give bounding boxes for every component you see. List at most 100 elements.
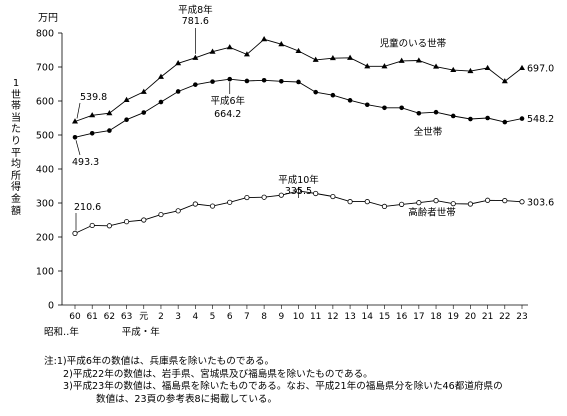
x-tick-label: 62 [104,312,115,322]
x-tick-label: 8 [261,312,267,322]
y-unit-label: 万円 [38,13,58,24]
series-point [279,78,284,84]
annotation-value: 697.0 [527,64,554,75]
x-tick-label: 21 [482,312,493,322]
series-point [278,41,285,47]
annotation-value: 548.2 [527,114,554,125]
series-point [313,190,319,197]
x-tick-label: 元 [139,312,148,322]
x-tick-label: 22 [499,312,510,322]
series-point [226,44,233,50]
y-tick-label: 800 [36,29,54,40]
series-point [261,77,267,83]
series-point [244,194,250,201]
series-point [243,51,250,57]
series-point [329,54,336,61]
series-point [261,194,267,200]
series-point [141,217,147,223]
series-point [227,76,233,82]
series-point [485,197,491,203]
y-tick-label: 700 [36,63,54,74]
annotation-value: 210.6 [74,202,101,213]
x-tick-label: 7 [244,312,250,322]
series-point [364,199,370,205]
y-tick-label: 300 [36,199,54,210]
series-point [123,96,130,102]
series-point [175,60,182,66]
x-tick-label: 19 [448,312,460,322]
series-point [192,54,199,60]
series-point [278,192,284,198]
x-tick-label: 11 [310,312,321,322]
series-point [313,89,318,95]
series-point [415,57,422,63]
annotation-year: 平成6年 [210,95,245,107]
series-point [381,63,388,69]
series-point [89,131,95,136]
x-tick-label: 17 [413,312,424,322]
series-point [519,199,525,205]
series-point [347,54,354,60]
series-line [74,78,523,138]
series-point [502,119,508,125]
series-point [123,219,130,225]
series-point [485,115,490,121]
series-name-label: 全世帯 [414,126,443,138]
x-tick-label: 60 [69,312,81,322]
series-point [175,89,181,94]
series-point [175,208,181,214]
chart-series [72,36,525,236]
series-point [330,193,336,200]
footnote-3: 3)平成23年の数値は、福島県を除いたものである。なお、平成21年の福島県分を除… [63,381,503,393]
series-point [382,105,387,111]
series-name-label: 児童のいる世帯 [380,38,447,50]
x-tick-label: 23 [516,312,527,322]
series-point [72,134,78,140]
x-tick-label: 61 [86,312,97,322]
series-point [416,200,422,206]
series-point [347,98,353,103]
y-tick-label: 600 [36,97,54,108]
series-point [450,66,457,73]
series-point [209,203,216,209]
series-point [296,79,301,85]
series-point [433,109,439,115]
annotation-leader [76,102,81,119]
series-point [244,78,250,84]
series-point [89,112,96,118]
series-point [399,201,405,207]
x-tick-label: 2 [158,312,164,322]
series-point [381,203,388,209]
x-tick-label: 5 [210,312,216,322]
series-point [467,67,474,74]
series-point [330,92,336,98]
series-point [192,201,198,207]
series-point [157,73,164,79]
series-point [227,199,233,205]
annotation-value: 664.2 [214,109,241,120]
annotation-year: 平成10年 [278,174,319,186]
series-point [106,110,113,116]
series-point [210,79,215,84]
series-point [433,63,440,69]
x-tick-label: 3 [175,312,181,322]
series-point [72,230,78,236]
series-point [450,201,456,207]
series-point [416,110,422,116]
y-tick-label: 400 [36,165,54,176]
x-tick-label: 13 [344,312,355,322]
footnote-1: 注:1)平成6年の数値は、兵庫県を除いたものである。 [44,356,275,367]
x-tick-label: 14 [362,312,374,322]
x-tick-label: 6 [227,312,233,322]
series-point [312,56,319,62]
y-tick-label: 0 [48,301,54,312]
series-point [72,118,78,124]
x-tick-label: 63 [121,312,132,322]
y-tick-label: 200 [36,233,54,244]
y-tick-label: 100 [36,267,54,278]
annotation-value: 539.8 [80,92,107,103]
x-tick-label: 16 [396,312,408,322]
series-point [433,198,439,204]
